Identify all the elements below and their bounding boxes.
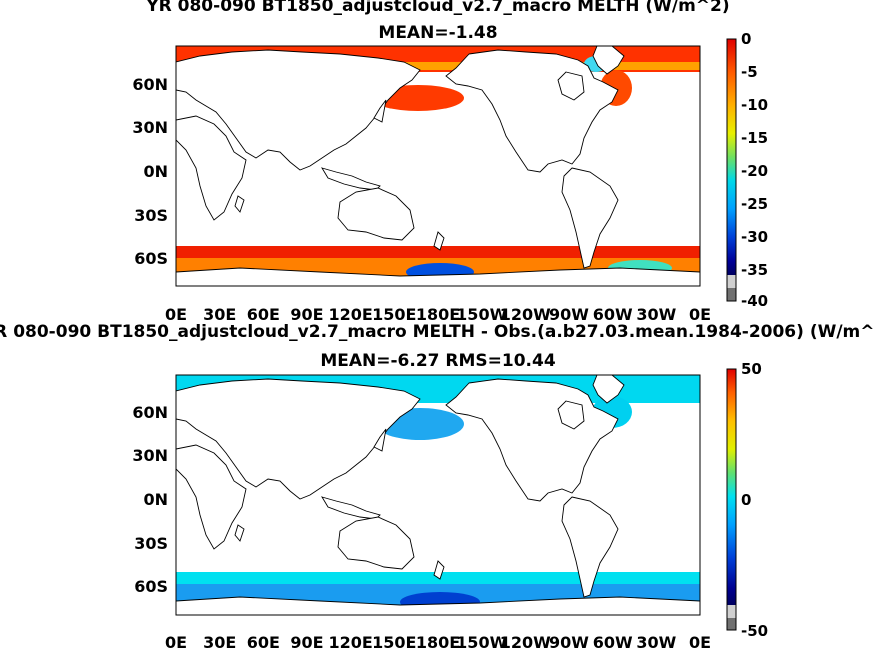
chart2-y-tick: 30S — [134, 534, 168, 553]
chart2-x-tick: 60E — [247, 633, 280, 652]
chart1-colorbar: 0 -5 -10 -15 -20 -25 -30 -35 -40 — [726, 30, 768, 310]
chart1-title: YR 080-090 BT1850_adjustcloud_v2.7_macro… — [145, 0, 729, 16]
chart2-x-tick: 30W — [636, 633, 676, 652]
chart1-cbar-tick: -15 — [741, 129, 768, 147]
chart2-y-axis: 60N 30N 0N 30S 60S — [132, 403, 168, 596]
chart1-region-arctic-rim — [176, 62, 700, 70]
chart2-region-southern-ocean-outer — [176, 572, 700, 586]
chart1-y-tick: 30N — [132, 118, 168, 137]
chart2-x-tick: 120W — [500, 633, 551, 652]
chart2-x-tick: 0E — [165, 633, 187, 652]
chart1-x-tick: 30E — [203, 305, 236, 324]
chart2-y-tick: 60S — [134, 577, 168, 596]
chart2-plot — [175, 374, 701, 616]
chart1-y-tick: 0N — [143, 162, 168, 181]
chart1-x-tick: 150W — [456, 305, 507, 324]
chart2-title: YR 080-090 BT1850_adjustcloud_v2.7_macro… — [0, 322, 875, 342]
chart2-x-tick: 90W — [549, 633, 589, 652]
chart1-y-tick: 60N — [132, 75, 168, 94]
chart1-cbar-tick: 0 — [741, 30, 751, 48]
chart1-y-tick: 30S — [134, 206, 168, 225]
chart1-cbar-tick: -10 — [741, 96, 768, 114]
chart2-x-tick: 30E — [203, 633, 236, 652]
chart1-x-tick: 60E — [247, 305, 280, 324]
chart1-cbar-tick: -5 — [741, 63, 758, 81]
chart2-cbar-tick: -50 — [741, 622, 768, 640]
chart2-x-tick: 120E — [329, 633, 373, 652]
chart1-subtitle: MEAN=-1.48 — [378, 23, 497, 43]
chart1-x-tick: 0E — [689, 305, 711, 324]
chart1-x-tick: 120W — [500, 305, 551, 324]
chart1-plot — [175, 45, 701, 287]
chart2-y-tick: 30N — [132, 446, 168, 465]
chart2-subtitle: MEAN=-6.27 RMS=10.44 — [320, 351, 556, 371]
chart2-cbar-tick: 0 — [741, 491, 751, 509]
chart2-y-tick: 0N — [143, 490, 168, 509]
chart1-region-southern-ocean-edge — [176, 246, 700, 260]
chart1-y-axis: 60N 30N 0N 30S 60S — [132, 75, 168, 268]
chart1-cbar-tick: -35 — [741, 261, 768, 279]
chart2-x-tick: 150E — [372, 633, 416, 652]
chart1-x-axis: 0E 30E 60E 90E 120E 150E 180E 150W 120W … — [165, 305, 711, 324]
chart1-x-tick: 90E — [290, 305, 323, 324]
chart2-colorbar: 50 0 -50 — [726, 360, 768, 640]
chart2-x-tick: 60W — [593, 633, 633, 652]
chart2-x-tick: 90E — [290, 633, 323, 652]
chart2-x-axis: 0E 30E 60E 90E 120E 150E 180E 150W 120W … — [165, 633, 711, 652]
chart1-cbar-tick: -40 — [741, 292, 768, 310]
chart2-y-tick: 60N — [132, 403, 168, 422]
chart1-x-tick: 0E — [165, 305, 187, 324]
chart1-x-tick: 150E — [372, 305, 416, 324]
chart1-cbar-tick: -25 — [741, 195, 768, 213]
chart1-x-tick: 120E — [329, 305, 373, 324]
chart1-x-tick: 180E — [416, 305, 460, 324]
chart1-cbar-tick: -30 — [741, 228, 768, 246]
chart1-x-tick: 30W — [636, 305, 676, 324]
chart2-x-tick: 0E — [689, 633, 711, 652]
chart1-cbar-tick: -20 — [741, 162, 768, 180]
chart1-y-tick: 60S — [134, 249, 168, 268]
chart1-x-tick: 90W — [549, 305, 589, 324]
chart2-cbar-tick: 50 — [741, 360, 762, 378]
chart2-x-tick: 150W — [456, 633, 507, 652]
chart2-x-tick: 180E — [416, 633, 460, 652]
chart1-x-tick: 60W — [593, 305, 633, 324]
